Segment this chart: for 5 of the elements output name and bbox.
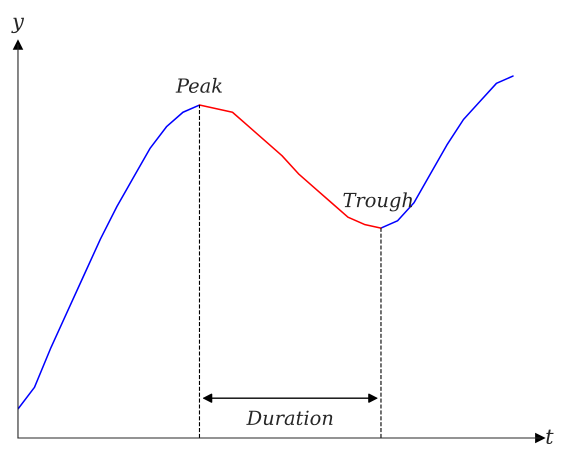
y-axis-title: y: [11, 18, 24, 34]
annotation: Duration: [246, 410, 333, 426]
annotation: Trough: [343, 192, 412, 212]
x-axis-title: t: [546, 430, 554, 444]
annotation: Peak: [176, 78, 222, 93]
